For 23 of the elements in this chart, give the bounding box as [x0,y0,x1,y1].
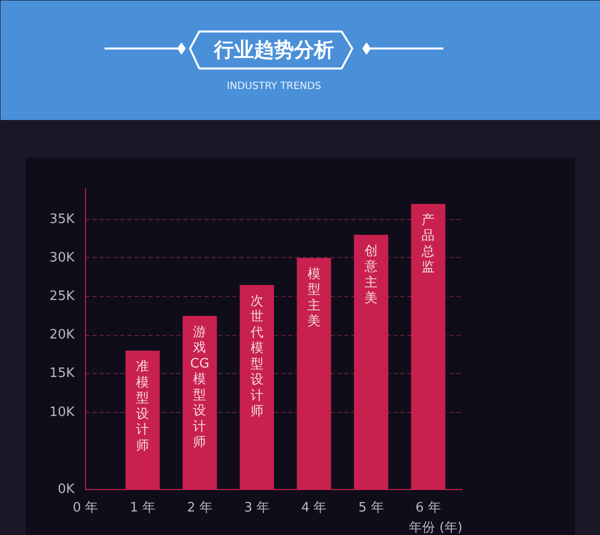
annotation: 次世代模型设计师 [249,294,264,420]
x-tick-label: 4 年 [301,500,327,516]
y-tick-label: 20K [49,328,75,343]
chart-title: 行业趋势分析 [213,38,334,62]
annotation: 游戏CG模型设计师 [190,324,210,450]
annotation: 产品总监 [420,212,435,276]
y-tick-label: 30K [49,250,75,266]
annotation: 准模型设计师 [136,360,150,454]
y-tick-label: 0K [58,482,75,497]
x-tick-label: 2 年 [187,500,212,516]
y-tick-label: 10K [49,404,75,420]
x-axis-title: 年份 (年) [409,520,463,535]
y-tick-label: 15K [49,366,75,382]
y-tick-label: 35K [49,212,75,227]
annotation: 创意主美 [364,244,378,306]
annotation: 模型主美 [307,266,320,330]
x-tick-label: 1 年 [130,500,156,516]
x-tick-label: 6 年 [416,500,441,516]
x-tick-label: 0 年 [72,500,98,516]
x-tick-label: 3 年 [244,500,270,516]
x-tick-label: 5 年 [358,500,384,516]
y-tick-label: 25K [49,289,75,304]
chart-subtitle: INDUSTRY TRENDS [226,81,322,92]
